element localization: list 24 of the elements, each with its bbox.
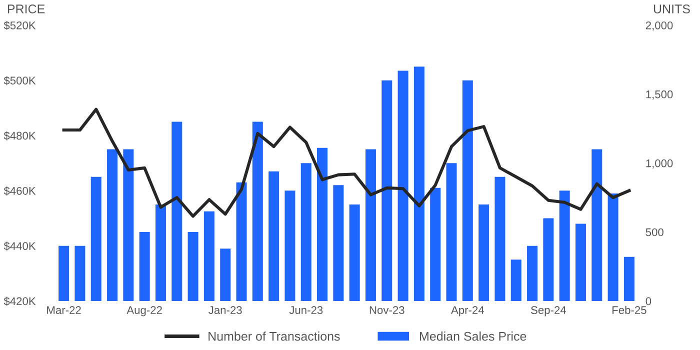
x-tick-label: Aug-22 <box>126 306 162 316</box>
y2-axis-title: UNITS <box>654 4 690 14</box>
y-tick-label: $480K <box>4 131 36 140</box>
y2-tick-label: 1,500 <box>646 90 673 100</box>
x-tick-label: Feb-25 <box>612 306 646 314</box>
line-series <box>62 108 631 218</box>
x-tick-label: Nov-23 <box>370 306 404 314</box>
y-tick-label: $520K <box>4 21 36 30</box>
x-tick-label: Sep-24 <box>531 306 566 316</box>
y2-tick-label: 2,000 <box>646 21 673 31</box>
y-tick-label: $420K <box>4 296 36 306</box>
x-tick-label: Jun-23 <box>289 306 323 314</box>
y2-tick-label: 0 <box>646 297 652 306</box>
legend-label: Number of Transactions <box>208 332 340 341</box>
legend-label: Median Sales Price <box>420 332 526 341</box>
x-tick-label: Jan-23 <box>208 306 242 314</box>
y-tick-label: $460K <box>4 186 36 196</box>
y2-tick-label: 1,000 <box>646 159 673 169</box>
y2-tick-label: 500 <box>646 228 664 236</box>
y-tick-label: $440K <box>4 242 36 251</box>
x-tick-label: Mar-22 <box>47 306 81 314</box>
y-tick-label: $500K <box>4 76 36 86</box>
x-tick-label: Apr-24 <box>451 306 484 316</box>
y-axis-title: PRICE <box>8 4 45 14</box>
